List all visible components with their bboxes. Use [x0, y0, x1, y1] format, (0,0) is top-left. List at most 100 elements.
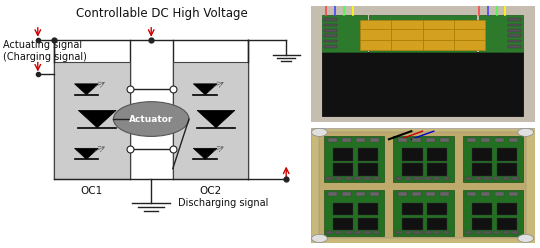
Text: Actuator: Actuator	[129, 115, 173, 124]
Circle shape	[518, 234, 534, 243]
Circle shape	[518, 128, 534, 136]
Bar	[495, 192, 504, 196]
Bar	[324, 24, 338, 27]
Bar	[496, 218, 517, 230]
Bar	[433, 177, 440, 180]
Bar	[405, 177, 412, 180]
Bar	[503, 231, 510, 234]
Bar	[427, 149, 447, 161]
Polygon shape	[78, 110, 116, 128]
Bar	[508, 24, 521, 27]
Text: Discharging signal: Discharging signal	[178, 198, 268, 208]
Bar	[463, 190, 523, 236]
Bar	[503, 177, 510, 180]
Bar	[508, 39, 521, 42]
Bar	[496, 203, 517, 215]
Bar	[465, 231, 472, 234]
Text: Actuating signal: Actuating signal	[3, 40, 82, 50]
Bar	[333, 218, 353, 230]
Bar	[360, 20, 485, 50]
Bar	[335, 177, 342, 180]
Bar	[322, 52, 523, 116]
Text: (Charging signal): (Charging signal)	[3, 52, 86, 62]
Bar	[324, 45, 338, 48]
Bar	[440, 192, 449, 196]
Bar	[508, 45, 521, 48]
Bar	[394, 190, 454, 236]
Bar	[373, 177, 380, 180]
Bar	[427, 163, 447, 176]
Bar	[324, 34, 338, 37]
Bar	[508, 34, 521, 37]
Bar	[370, 192, 379, 196]
Bar	[364, 231, 370, 234]
Circle shape	[312, 234, 327, 243]
Bar	[508, 29, 521, 32]
Bar	[484, 231, 491, 234]
Bar	[333, 149, 353, 161]
Bar	[481, 138, 490, 142]
Bar	[354, 231, 361, 234]
Bar	[342, 192, 352, 196]
Bar	[357, 149, 377, 161]
Bar	[426, 192, 435, 196]
Bar	[333, 163, 353, 176]
Bar	[357, 163, 377, 176]
Polygon shape	[193, 84, 217, 95]
Bar	[427, 203, 447, 215]
Bar	[335, 231, 342, 234]
Bar	[443, 231, 449, 234]
Bar	[496, 149, 517, 161]
Bar	[472, 163, 492, 176]
Bar	[424, 177, 430, 180]
Bar	[396, 177, 402, 180]
Bar	[427, 218, 447, 230]
Polygon shape	[193, 148, 217, 159]
Bar	[326, 177, 333, 180]
Bar	[402, 163, 422, 176]
Circle shape	[113, 102, 189, 136]
Bar	[322, 15, 367, 52]
Bar	[433, 231, 440, 234]
Polygon shape	[197, 110, 235, 128]
Bar	[324, 29, 338, 32]
Bar	[415, 177, 421, 180]
Bar	[54, 62, 130, 179]
Bar	[402, 218, 422, 230]
Bar	[415, 231, 421, 234]
Bar	[509, 138, 518, 142]
Bar	[463, 136, 523, 182]
Bar	[468, 192, 476, 196]
Bar	[475, 231, 481, 234]
Bar	[398, 138, 407, 142]
Bar	[402, 149, 422, 161]
Bar	[472, 149, 492, 161]
Bar	[508, 18, 521, 21]
Bar	[328, 138, 338, 142]
Bar	[426, 138, 435, 142]
Bar	[465, 177, 472, 180]
Bar	[412, 192, 421, 196]
Bar	[345, 231, 352, 234]
Bar	[472, 203, 492, 215]
Bar	[478, 15, 523, 52]
Bar	[412, 138, 421, 142]
Bar	[354, 177, 361, 180]
Bar	[394, 136, 454, 182]
Bar	[345, 177, 352, 180]
Bar	[494, 231, 500, 234]
Bar	[481, 192, 490, 196]
Bar	[342, 138, 352, 142]
Bar	[440, 138, 449, 142]
Bar	[324, 39, 338, 42]
Bar	[357, 218, 377, 230]
Bar	[495, 138, 504, 142]
Bar	[402, 203, 422, 215]
Bar	[364, 177, 370, 180]
Bar	[484, 177, 491, 180]
Text: OC1: OC1	[80, 186, 103, 196]
Bar	[356, 138, 365, 142]
Bar	[326, 231, 333, 234]
Bar	[324, 18, 338, 21]
Polygon shape	[75, 148, 98, 159]
